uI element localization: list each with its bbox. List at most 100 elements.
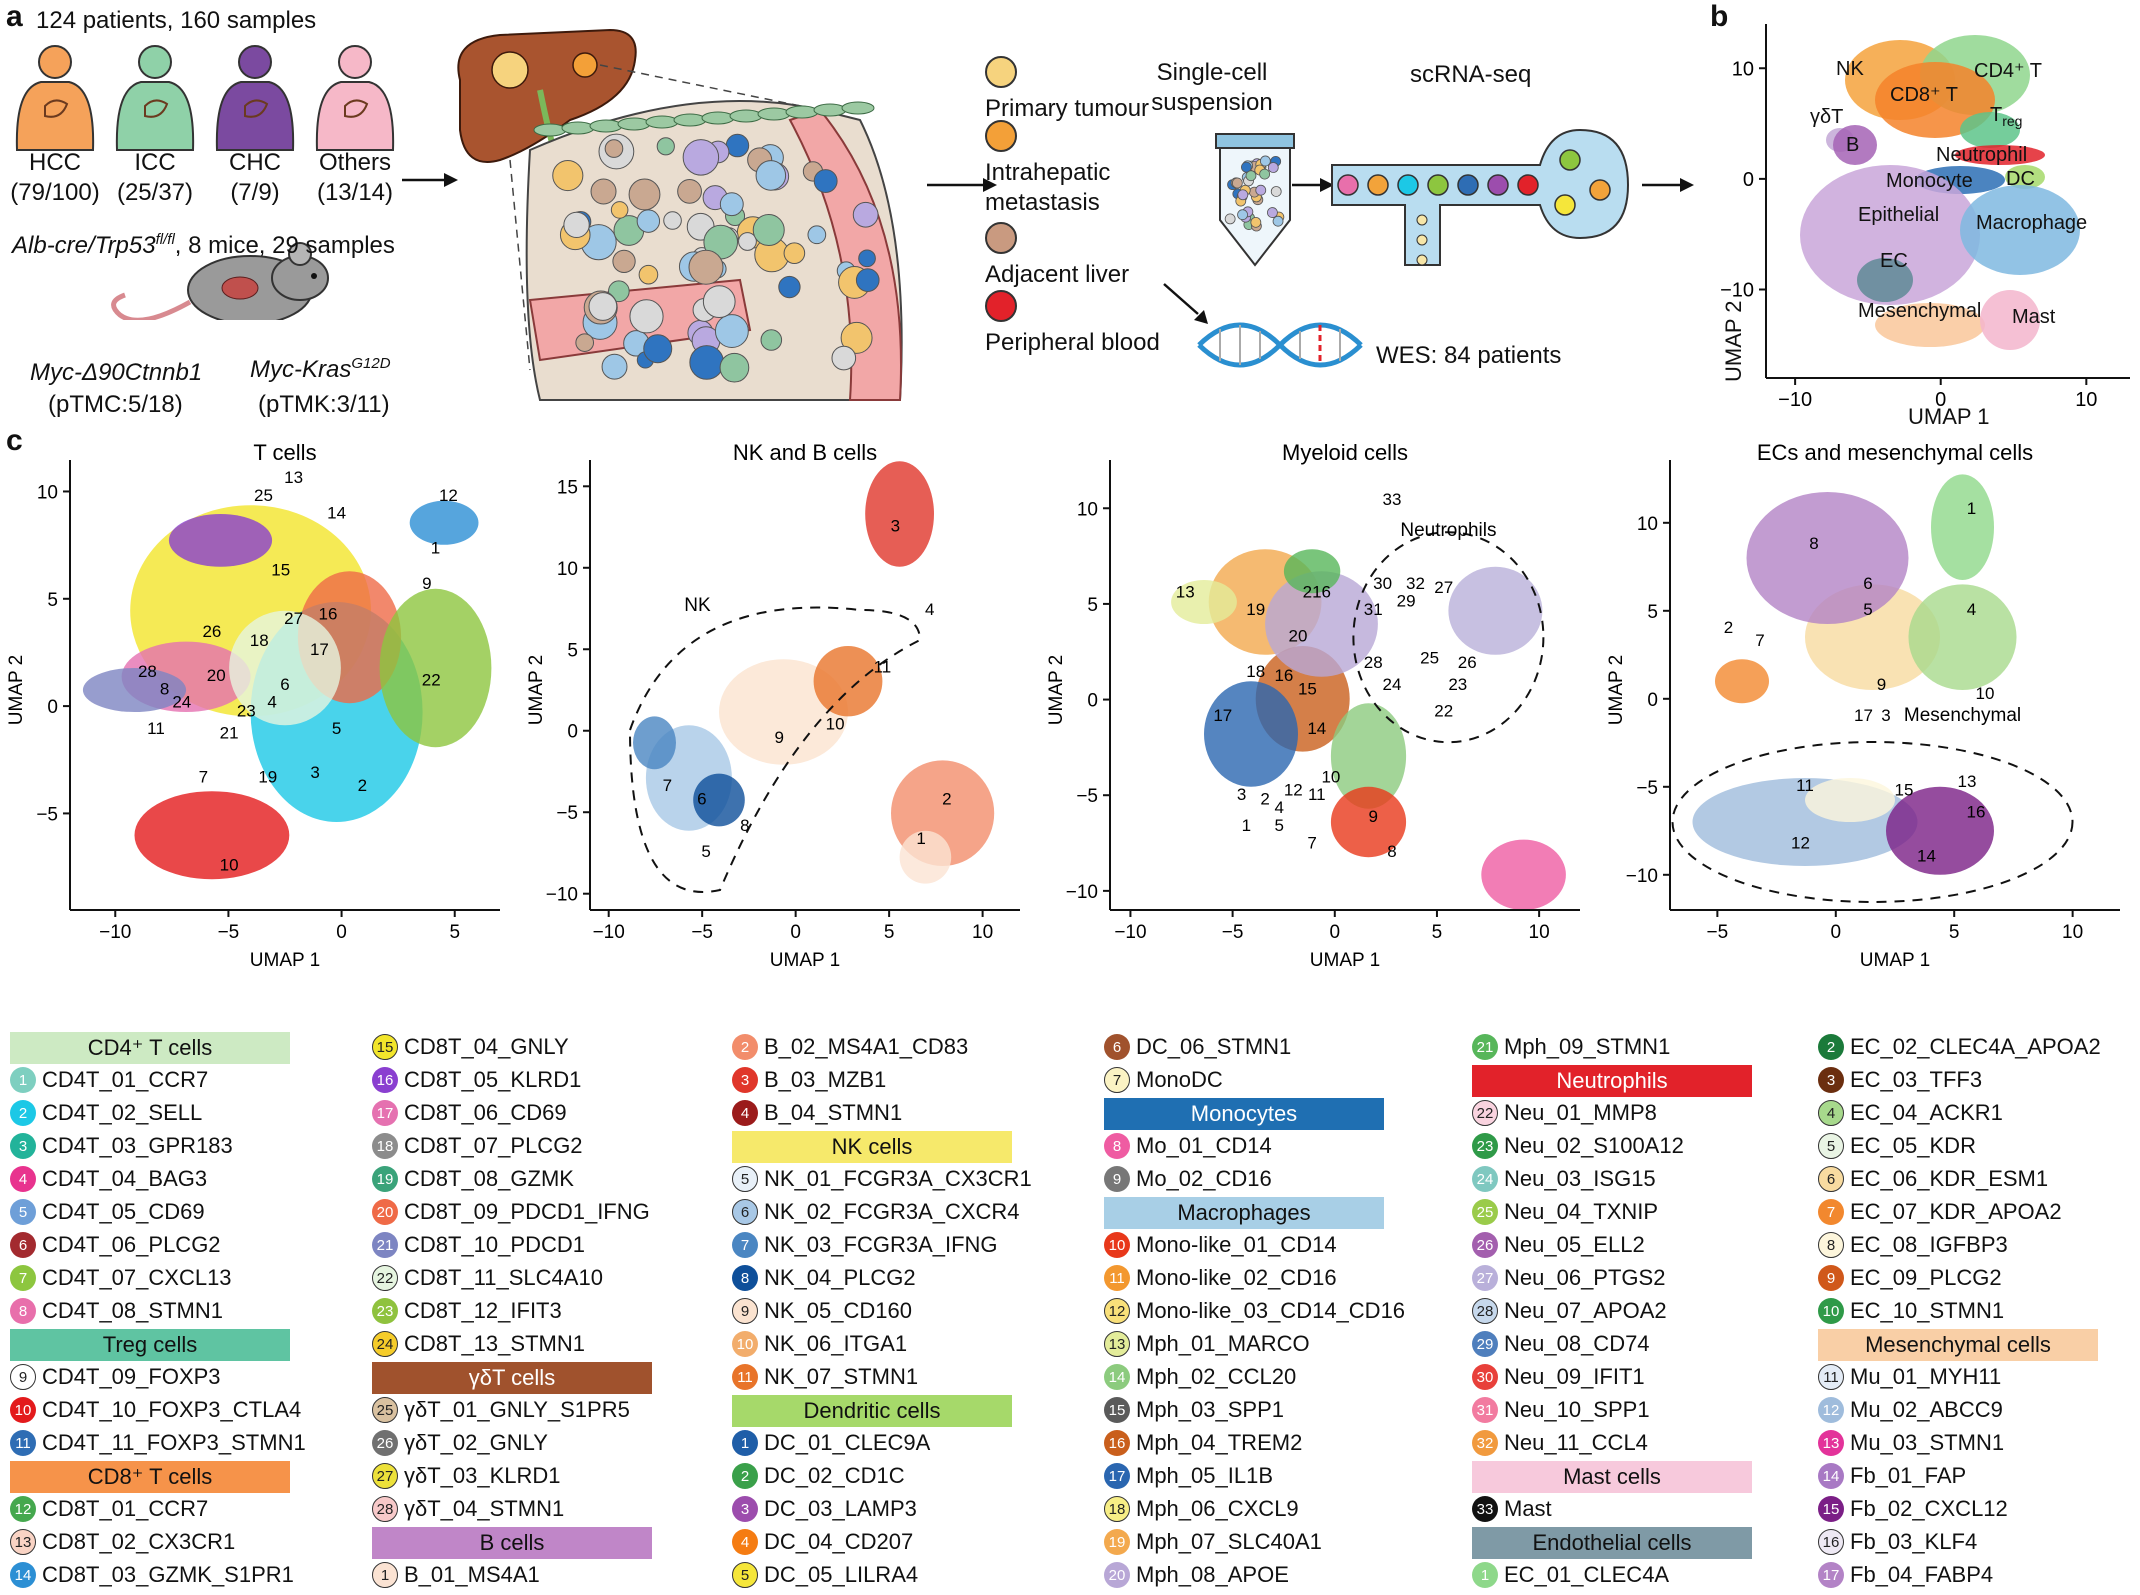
legend-item: 1 B_01_MS4A1 bbox=[372, 1560, 540, 1590]
legend-item: 31 Neu_10_SPP1 bbox=[1472, 1395, 1650, 1425]
legend-label: Neu_02_S100A12 bbox=[1504, 1133, 1684, 1158]
cluster-blob bbox=[168, 514, 273, 567]
legend-label: DC_04_CD207 bbox=[764, 1529, 914, 1554]
sample-type-label: Primary tumour bbox=[985, 95, 1150, 122]
legend-label: Mph_06_CXCL9 bbox=[1136, 1496, 1299, 1521]
cluster-number-label: 23 bbox=[237, 701, 256, 720]
sample-type-label: Peripheral blood bbox=[985, 329, 1160, 356]
cluster-number-label: 15 bbox=[1895, 781, 1914, 800]
x-axis-label: UMAP 1 bbox=[250, 950, 320, 971]
arrow-1 bbox=[402, 173, 458, 187]
cluster-number-label: 11 bbox=[1308, 785, 1326, 804]
x-tick-label: 10 bbox=[2075, 389, 2097, 411]
legend-item: 2 DC_02_CD1C bbox=[732, 1461, 905, 1491]
legend-dot: 7 bbox=[10, 1265, 36, 1291]
cluster-number-label: 10 bbox=[1321, 767, 1340, 786]
legend-dot: 5 bbox=[732, 1562, 758, 1588]
cluster-label: EC bbox=[1880, 250, 1908, 272]
cluster-blob bbox=[1931, 474, 1994, 580]
legend-dot: 1 bbox=[732, 1430, 758, 1456]
cluster-label: CD8⁺ T bbox=[1890, 84, 1958, 106]
tumour-type-name: Others bbox=[318, 149, 392, 176]
y-tick-label: 10 bbox=[1077, 499, 1098, 520]
legend-item: 32 Neu_11_CCL4 bbox=[1472, 1428, 1648, 1458]
cluster-number-label: 26 bbox=[202, 622, 221, 641]
legend-label: DC_01_CLEC9A bbox=[764, 1430, 931, 1455]
legend-item: 7 EC_07_KDR_APOA2 bbox=[1818, 1197, 2062, 1227]
cluster-label: Mesenchymal bbox=[1858, 300, 1982, 322]
cluster-label-treg: Treg bbox=[1990, 104, 2022, 129]
x-tick-label: 0 bbox=[336, 922, 347, 943]
legend-dot: 26 bbox=[372, 1430, 398, 1456]
y-tick-label: 5 bbox=[47, 590, 58, 611]
arrow-3 bbox=[1292, 178, 1334, 192]
legend-dot: 13 bbox=[1818, 1430, 1844, 1456]
cluster-number-label: 28 bbox=[1364, 653, 1383, 672]
cluster-number-label: 2 bbox=[1260, 789, 1269, 808]
cluster-label: DC bbox=[2006, 168, 2035, 190]
cluster-number-label: 2 bbox=[942, 789, 951, 808]
y-axis-label: UMAP 2 bbox=[1606, 655, 1627, 725]
legend-label: Mast bbox=[1504, 1496, 1552, 1521]
legend-dot: 2 bbox=[732, 1463, 758, 1489]
legend-label: Mu_02_ABCC9 bbox=[1850, 1397, 2003, 1422]
legend-label: NK_05_CD160 bbox=[764, 1298, 912, 1323]
single-cell-text: Single-cell suspension bbox=[1142, 59, 1282, 117]
legend-label: Mono-like_02_CD16 bbox=[1136, 1265, 1337, 1290]
legend-label: NK_06_ITGA1 bbox=[764, 1331, 908, 1356]
legend-dot: 10 bbox=[10, 1397, 36, 1423]
plot-title: NK and B cells bbox=[733, 440, 877, 465]
patient-figures bbox=[15, 45, 395, 320]
cluster-blob bbox=[1283, 549, 1341, 594]
legend-dot: 25 bbox=[1472, 1199, 1498, 1225]
legend-item: 16 Fb_03_KLF4 bbox=[1818, 1527, 1977, 1557]
legend-item: 19 CD8T_08_GZMK bbox=[372, 1164, 574, 1194]
legend-label: EC_04_ACKR1 bbox=[1850, 1100, 2003, 1125]
plot-annotation: Neutrophils bbox=[1400, 520, 1496, 541]
legend-item: 6 CD4T_06_PLCG2 bbox=[10, 1230, 221, 1260]
y-tick-label: 15 bbox=[557, 477, 578, 498]
legend-item: 7 CD4T_07_CXCL13 bbox=[10, 1263, 232, 1293]
y-tick-label: 10 bbox=[557, 559, 578, 580]
cluster-blob bbox=[1857, 258, 1913, 302]
cluster-number-label: 8 bbox=[1809, 534, 1818, 553]
legend-dot: 20 bbox=[1104, 1562, 1130, 1588]
sample-type-line-2: metastasis bbox=[985, 189, 1100, 217]
cluster-blob bbox=[865, 461, 934, 567]
legend-header-label: Treg cells bbox=[102, 1332, 198, 1357]
cluster-blob bbox=[1805, 778, 1895, 822]
legend-item: 6 EC_06_KDR_ESM1 bbox=[1818, 1164, 2048, 1194]
y-tick-label: −10 bbox=[1720, 280, 1754, 302]
legend-header: Treg cells bbox=[10, 1329, 290, 1361]
cluster-number-label: 6 bbox=[280, 675, 289, 694]
cluster-number-label: 18 bbox=[250, 631, 269, 650]
legend-dot: 9 bbox=[1818, 1265, 1844, 1291]
legend-dot: 19 bbox=[1104, 1529, 1130, 1555]
legend-dot: 7 bbox=[1818, 1199, 1844, 1225]
neutrophil-outline bbox=[1352, 531, 1545, 744]
cluster-blob bbox=[1204, 681, 1298, 787]
cluster-blob bbox=[1955, 145, 2045, 165]
cluster-number-label: 12 bbox=[1284, 781, 1303, 800]
cluster-number-label: 9 bbox=[774, 728, 783, 747]
legend-item: 28 γδT_04_STMN1 bbox=[372, 1494, 564, 1524]
legend-label: EC_08_IGFBP3 bbox=[1850, 1232, 2008, 1257]
cluster-number-label: 8 bbox=[1387, 842, 1396, 861]
legend-label: EC_02_CLEC4A_APOA2 bbox=[1850, 1034, 2101, 1059]
y-axis-label: UMAP 2 bbox=[6, 655, 27, 725]
cluster-blob bbox=[1448, 566, 1543, 655]
legend-label: EC_10_STMN1 bbox=[1850, 1298, 2005, 1323]
y-tick-label: 10 bbox=[37, 482, 58, 503]
legend-dot: 32 bbox=[1472, 1430, 1498, 1456]
legend-label: CD8T_04_GNLY bbox=[404, 1034, 569, 1059]
cluster-label: Epithelial bbox=[1858, 204, 1940, 226]
legend-item: 21 CD8T_10_PDCD1 bbox=[372, 1230, 585, 1260]
legend-item: 4 EC_04_ACKR1 bbox=[1818, 1098, 2003, 1128]
legend-dot: 10 bbox=[732, 1331, 758, 1357]
umap-plot-2: −10 −5 0 5 10 10 5 0 −5 −10 Myeloid cells UMAP 1 UMA… bbox=[1046, 440, 1580, 971]
legend-header: NK cells bbox=[732, 1131, 1012, 1163]
arrow-2 bbox=[927, 178, 997, 192]
model-1-name: Myc-Δ90Ctnnb1 bbox=[30, 359, 203, 386]
cluster-blob bbox=[1960, 185, 2080, 275]
legend-header: Neutrophils bbox=[1472, 1065, 1752, 1097]
